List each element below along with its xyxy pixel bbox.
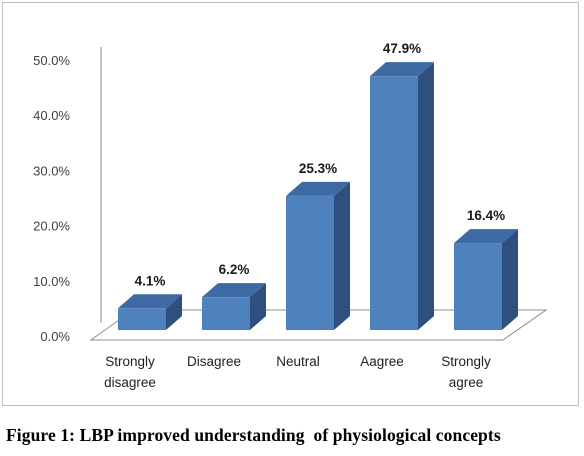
y-tick-label: 40.0% [33,108,70,123]
bar-front [454,243,502,330]
y-tick-label: 10.0% [33,274,70,289]
category-label-line: Strongly [441,354,491,369]
bar-side [502,229,518,330]
bar-front [202,297,250,330]
category-label: Disagree [187,354,241,369]
figure-caption: Figure 1: LBP improved understanding of … [6,425,501,445]
category-label-line: Disagree [187,354,241,369]
data-label: 4.1% [135,273,166,288]
category-label-line: Strongly [105,354,155,369]
category-label-line: Neutral [276,354,320,369]
y-tick-label: 30.0% [33,163,70,178]
bar-top [370,62,434,77]
bar-front [118,308,166,330]
bar [454,229,518,330]
bar-side [166,294,182,330]
y-tick-label: 20.0% [33,219,70,234]
category-label: Neutral [276,354,320,369]
category-label: Aagree [360,354,404,369]
category-label: Strongly disagree [104,354,156,390]
bar-front [370,76,418,330]
chart-frame: 0.0% 10.0% 20.0% 30.0% 40.0% 50.0% 4.1% Strongl… [2,2,579,406]
bar [370,62,434,330]
category-label-line: Aagree [360,354,404,369]
bar [118,294,182,330]
bar [202,283,266,330]
bar-side [250,283,266,330]
category-label-line: agree [449,375,484,390]
bar-top [118,294,182,309]
data-label: 16.4% [467,208,505,223]
bar-side [418,62,434,330]
y-tick-label: 0.0% [40,329,70,344]
bar [286,181,350,330]
bar-top [454,229,518,244]
bar-top [202,283,266,298]
data-label: 47.9% [383,41,421,56]
data-label: 6.2% [219,262,250,277]
data-label: 25.3% [299,161,337,176]
category-label: Strongly agree [441,354,491,390]
bar-side [334,181,350,330]
bar-top [286,181,350,196]
category-label-line: disagree [104,375,156,390]
bar-front [286,195,334,330]
y-tick-label: 50.0% [33,53,70,68]
bar-chart: 0.0% 10.0% 20.0% 30.0% 40.0% 50.0% 4.1% Strongl… [33,41,548,390]
